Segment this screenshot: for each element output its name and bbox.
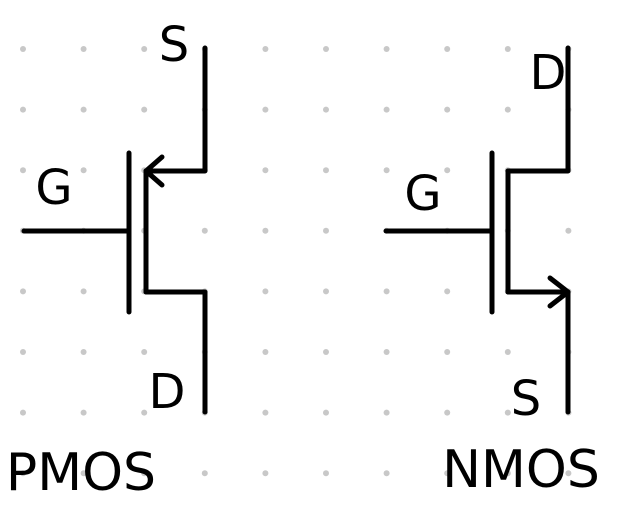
grid-dot bbox=[383, 288, 390, 295]
grid-dot bbox=[262, 409, 269, 416]
grid-dot bbox=[383, 470, 390, 477]
grid-dot bbox=[80, 46, 87, 52]
nmos-source-label: S bbox=[511, 371, 541, 427]
grid-dot bbox=[262, 167, 269, 174]
grid-dot bbox=[504, 349, 511, 355]
grid-dot bbox=[262, 46, 269, 52]
grid-dot bbox=[80, 288, 87, 295]
grid-dot bbox=[383, 409, 390, 416]
grid-dot bbox=[504, 46, 511, 52]
nmos-gate-label: G bbox=[404, 166, 441, 222]
pmos-symbol: S G D PMOS bbox=[6, 17, 208, 503]
grid-dot bbox=[323, 409, 329, 416]
grid-dot bbox=[262, 288, 269, 295]
grid-dot bbox=[141, 106, 148, 113]
pmos-drain-lead bbox=[143, 289, 208, 415]
grid-dot bbox=[323, 349, 329, 355]
grid-dot bbox=[444, 470, 451, 477]
grid-dot bbox=[323, 106, 329, 113]
grid-dot bbox=[383, 106, 390, 113]
grid-dot bbox=[141, 470, 148, 477]
grid-dot bbox=[262, 227, 269, 234]
grid-dot bbox=[444, 106, 451, 113]
grid-dot bbox=[504, 409, 511, 416]
grid-dot bbox=[504, 106, 511, 113]
grid-dot bbox=[80, 106, 87, 113]
pmos-source-label: S bbox=[159, 17, 189, 73]
grid-dot bbox=[20, 409, 26, 416]
grid-dot bbox=[20, 46, 26, 52]
nmos-title: NMOS bbox=[442, 440, 600, 500]
grid-dot bbox=[80, 349, 87, 355]
grid-dot bbox=[323, 288, 329, 295]
pmos-source-lead bbox=[143, 45, 208, 174]
grid-dot bbox=[80, 470, 87, 477]
grid-dot bbox=[323, 470, 329, 477]
nmos-drain-label: D bbox=[530, 45, 567, 101]
grid-dot bbox=[565, 227, 572, 234]
grid-dot bbox=[262, 470, 269, 477]
grid-dot bbox=[565, 470, 572, 477]
grid-dot bbox=[201, 470, 208, 477]
grid-dot bbox=[444, 349, 451, 355]
grid-dot bbox=[141, 409, 148, 416]
grid-dot bbox=[201, 227, 208, 234]
grid-dot bbox=[20, 106, 26, 113]
grid-dot bbox=[383, 349, 390, 355]
grid-dot bbox=[323, 167, 329, 174]
grid-dot bbox=[20, 349, 26, 355]
grid-dot bbox=[504, 470, 511, 477]
grid-dot bbox=[323, 227, 329, 234]
grid-dot bbox=[444, 288, 451, 295]
dot-grid bbox=[20, 46, 572, 477]
grid-dot bbox=[20, 470, 26, 477]
grid-dot bbox=[141, 349, 148, 355]
grid-dot bbox=[444, 46, 451, 52]
grid-dot bbox=[383, 167, 390, 174]
grid-dot bbox=[383, 46, 390, 52]
grid-dot bbox=[262, 106, 269, 113]
grid-dot bbox=[80, 409, 87, 416]
pmos-title: PMOS bbox=[6, 443, 156, 503]
grid-dot bbox=[80, 167, 87, 174]
grid-dot bbox=[20, 288, 26, 295]
grid-dot bbox=[323, 46, 329, 52]
grid-dot bbox=[444, 167, 451, 174]
pmos-gate-label: G bbox=[35, 160, 72, 216]
nmos-drain-lead bbox=[505, 45, 571, 174]
grid-dot bbox=[262, 349, 269, 355]
grid-dot bbox=[444, 409, 451, 416]
nmos-symbol: D G S NMOS bbox=[383, 45, 600, 500]
nmos-source-arrow bbox=[547, 275, 571, 309]
grid-dot bbox=[20, 167, 26, 174]
grid-dot bbox=[141, 46, 148, 52]
pmos-drain-label: D bbox=[149, 364, 186, 420]
